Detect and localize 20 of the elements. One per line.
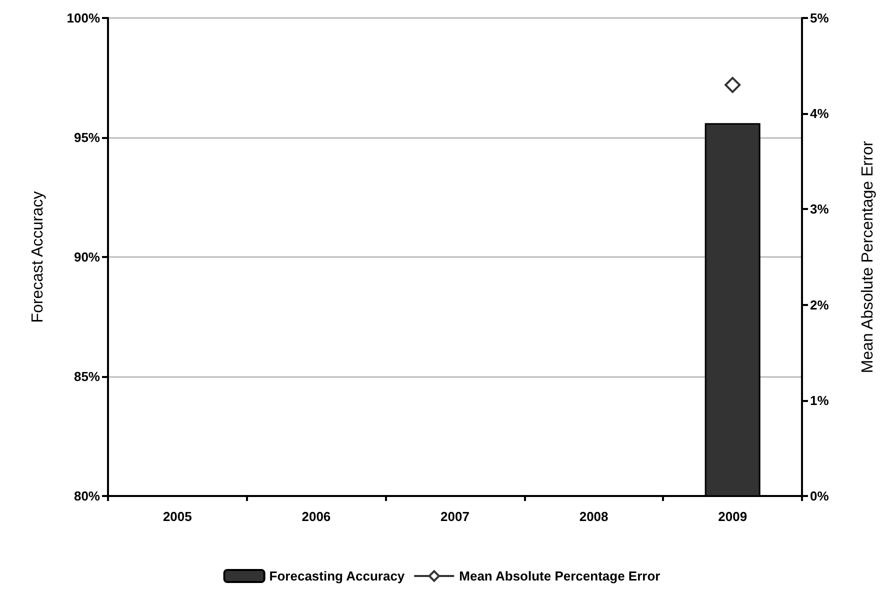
x-tick-label: 2006 — [302, 509, 331, 524]
x-tick-label: 2005 — [162, 509, 192, 524]
y2-tick-label: 4% — [810, 106, 830, 122]
y2-tick-label: 0% — [810, 488, 830, 504]
y-tick-label: 80% — [74, 488, 100, 504]
y-tick-label: 95% — [74, 130, 100, 145]
y2-tick-label: 2% — [810, 297, 830, 312]
y-tick-label: 90% — [74, 250, 100, 264]
x-tick-label: 2007 — [440, 509, 470, 524]
x-tick-label: 2008 — [579, 509, 608, 524]
y2-tick-label: 5% — [810, 10, 830, 26]
x-tick-label: 2009 — [718, 509, 748, 524]
y2-tick-label: 3% — [810, 202, 830, 217]
legend-label: Forecasting Accuracy — [269, 568, 406, 584]
y-axis-title: Forecast Accuracy — [30, 191, 46, 323]
y2-axis-title: Mean Absolute Percentage Error — [860, 140, 876, 374]
y-tick-label: 85% — [74, 369, 100, 384]
y2-tick-label: 1% — [810, 392, 830, 408]
y-tick-label: 100% — [66, 10, 100, 26]
legend-label: Mean Absolute Percentage Error — [459, 568, 660, 584]
